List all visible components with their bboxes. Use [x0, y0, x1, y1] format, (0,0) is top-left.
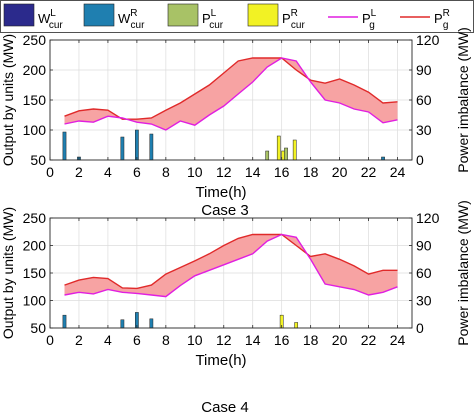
x-tick-label: 4	[104, 332, 112, 348]
y-tick-label: 50	[30, 320, 46, 336]
legend-label: PR g	[434, 8, 450, 31]
x-tick-label: 22	[361, 332, 377, 348]
x-tick-label: 24	[390, 332, 406, 348]
x-tick-label: 14	[245, 164, 261, 180]
y2-axis-label: Power imbalance (MW)	[455, 27, 471, 172]
x-tick-label: 20	[332, 332, 348, 348]
legend-label: PL g	[362, 8, 377, 31]
bar-wcurr-h7	[149, 318, 154, 329]
y-tick-label: 50	[30, 152, 46, 168]
y2-tick-label: 30	[416, 293, 432, 309]
bar-wcurr-h1	[62, 131, 67, 161]
bar-pcurl-h16.3	[284, 147, 288, 161]
y-tick-label: 250	[23, 32, 47, 48]
x-tick-label: 18	[303, 164, 319, 180]
x-tick-label: 22	[361, 164, 377, 180]
x-tick-label: 0	[46, 164, 54, 180]
x-tick-label: 12	[216, 164, 232, 180]
y2-tick-label: 90	[416, 238, 432, 254]
x-tick-label: 6	[133, 332, 141, 348]
legend-item-w-cur-r: WR cur	[83, 3, 145, 31]
y-tick-label: 100	[23, 122, 47, 138]
y-axis-label: Output by units (MW)	[0, 34, 16, 166]
x-axis-label: Time(h)	[195, 184, 246, 201]
y-tick-label: 200	[23, 62, 47, 78]
y-tick-label: 150	[23, 92, 47, 108]
x-tick-label: 16	[274, 164, 290, 180]
y2-tick-label: 30	[416, 122, 432, 138]
y2-tick-label: 0	[416, 152, 424, 168]
legend-item-p-g-r: PR g	[400, 8, 450, 31]
bar-pcurr-h16.9	[292, 139, 297, 161]
bar-wcurr-h1	[62, 314, 67, 329]
panel-case-4: 0 2 4 6 8 10 12 14 16 18 20 22 245010015020025003060…	[0, 200, 471, 415]
legend: WL cur WR cur PL cur PR cur PL g PR g	[0, 0, 474, 33]
x-tick-label: 12	[216, 332, 232, 348]
bar-pcurl-h15	[265, 150, 270, 161]
bar-wcurr-h5	[120, 136, 125, 161]
y-tick-label: 250	[23, 210, 47, 226]
legend-label: PL cur	[202, 8, 224, 31]
x-tick-label: 16	[274, 332, 290, 348]
x-tick-label: 0	[46, 332, 54, 348]
x-axis-label: Time(h)	[195, 352, 246, 369]
line-pg-r	[64, 233, 398, 290]
x-tick-label: 8	[162, 332, 170, 348]
y2-tick-label: 0	[416, 320, 424, 336]
legend-swatch	[83, 3, 115, 27]
line-pg-l	[64, 57, 398, 131]
y-tick-label: 200	[23, 238, 47, 254]
y2-tick-label: 90	[416, 62, 432, 78]
band-area	[64, 58, 398, 130]
legend-item-p-cur-r: PR cur	[247, 3, 305, 31]
x-tick-label: 10	[187, 164, 203, 180]
y2-axis-label: Power imbalance (MW)	[455, 200, 471, 345]
x-tick-label: 20	[332, 164, 348, 180]
bar-pcurr-h17	[294, 322, 299, 329]
legend-label: PR cur	[282, 8, 305, 31]
legend-label: WR cur	[118, 8, 145, 31]
legend-box	[0, 0, 474, 33]
legend-label: WL cur	[38, 8, 63, 31]
band-area	[64, 234, 398, 297]
panel-title: Case 4	[201, 399, 249, 415]
bar-pcurr-h15.8	[276, 135, 281, 161]
legend-swatch	[167, 3, 199, 27]
x-tick-label: 2	[75, 332, 83, 348]
y2-tick-label: 60	[416, 265, 432, 281]
y-tick-label: 100	[23, 293, 47, 309]
x-tick-label: 10	[187, 332, 203, 348]
bar-wcurr-h7	[149, 133, 154, 161]
line-pg-l	[64, 233, 398, 298]
x-tick-label: 14	[245, 332, 261, 348]
y-tick-label: 150	[23, 265, 47, 281]
bar-wcurr-h6	[135, 129, 139, 161]
y2-tick-label: 120	[416, 210, 440, 226]
legend-swatch	[3, 3, 35, 27]
legend-item-p-cur-l: PL cur	[167, 3, 224, 31]
y2-tick-label: 60	[416, 92, 432, 108]
x-tick-label: 4	[104, 164, 112, 180]
bar-wcurr-h5	[120, 319, 125, 329]
legend-item-p-g-l: PL g	[328, 8, 377, 31]
x-tick-label: 6	[133, 164, 141, 180]
y2-tick-label: 120	[416, 32, 440, 48]
legend-item-w-cur-l: WL cur	[3, 3, 63, 31]
x-tick-label: 2	[75, 164, 83, 180]
panel-case-3: 0 2 4 6 8 10 12 14 16 18 20 22 245010015020025003060…	[0, 27, 471, 219]
x-tick-label: 24	[390, 164, 406, 180]
y-axis-label: Output by units (MW)	[0, 207, 16, 339]
x-tick-label: 18	[303, 332, 319, 348]
legend-swatch	[247, 3, 279, 27]
x-tick-label: 8	[162, 164, 170, 180]
panel-title: Case 3	[201, 202, 249, 219]
